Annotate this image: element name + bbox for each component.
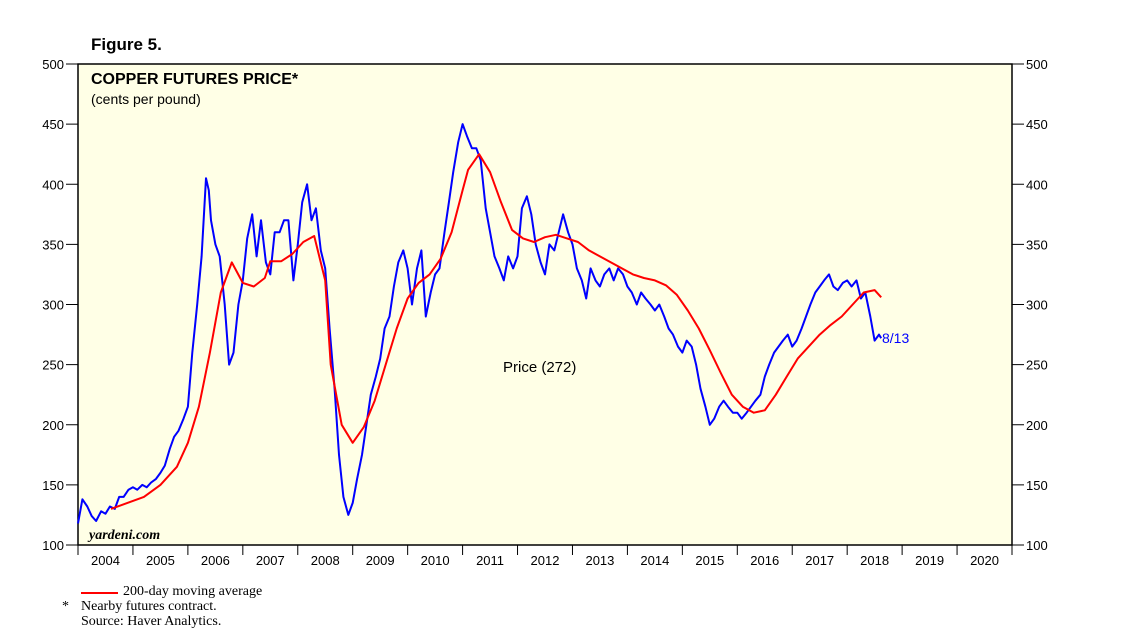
legend-swatch-moving-average (81, 592, 118, 594)
y-tick-label-left: 100 (42, 538, 64, 553)
legend-label: 200-day moving average (123, 584, 263, 599)
x-tick-label: 2005 (146, 553, 175, 568)
figure-label: Figure 5. (91, 35, 162, 54)
y-tick-label-left: 350 (42, 237, 64, 252)
x-tick-label: 2015 (695, 553, 724, 568)
y-tick-label-left: 450 (42, 117, 64, 132)
x-axis: 2004 2005 2006 2007 2008 2009 2010 2011 2012 2013… (77, 545, 1013, 568)
footnote-marker: * (62, 599, 69, 614)
end-date-label: 8/13 (882, 330, 909, 346)
x-tick-label: 2019 (915, 553, 944, 568)
y-tick-label-right: 350 (1026, 237, 1048, 252)
y-tick-label-right: 150 (1026, 478, 1048, 493)
x-tick-label: 2020 (970, 553, 999, 568)
x-tick-label: 2004 (91, 553, 120, 568)
y-axis-left: 100 150 200 250 300 350 400 450 500 (42, 57, 78, 553)
chart-subtitle: (cents per pound) (91, 91, 201, 107)
x-tick-label: 2010 (421, 553, 450, 568)
y-tick-label-right: 500 (1026, 57, 1048, 72)
yardeni-watermark: yardeni.com (87, 528, 160, 543)
y-tick-label-right: 300 (1026, 298, 1048, 313)
chart-title: COPPER FUTURES PRICE* (91, 71, 299, 88)
y-tick-label-left: 150 (42, 478, 64, 493)
y-tick-label-right: 100 (1026, 538, 1048, 553)
moving-average-line (110, 153, 882, 510)
y-tick-label-right: 250 (1026, 358, 1048, 373)
price-annotation: Price (272) (503, 359, 576, 376)
y-tick-label-left: 200 (42, 418, 64, 433)
y-tick-label-left: 500 (42, 57, 64, 72)
x-tick-label: 2009 (366, 553, 395, 568)
x-tick-label: 2012 (531, 553, 560, 568)
x-tick-label: 2016 (750, 553, 779, 568)
source-text: Source: Haver Analytics. (81, 614, 222, 629)
x-tick-label: 2008 (311, 553, 340, 568)
x-tick-label: 2018 (860, 553, 889, 568)
y-tick-label-right: 200 (1026, 418, 1048, 433)
y-tick-label-right: 450 (1026, 117, 1048, 132)
x-tick-label: 2014 (640, 553, 669, 568)
x-tick-label: 2017 (805, 553, 834, 568)
y-tick-label-right: 400 (1026, 177, 1048, 192)
y-axis-right: 100 150 200 250 300 350 400 450 500 (1012, 57, 1048, 553)
x-tick-label: 2013 (585, 553, 614, 568)
x-tick-label: 2006 (201, 553, 230, 568)
footnote-text: Nearby futures contract. (81, 599, 217, 614)
x-tick-label: 2011 (476, 553, 504, 568)
y-tick-label-left: 250 (42, 358, 64, 373)
x-tick-label: 2007 (256, 553, 285, 568)
y-tick-label-left: 400 (42, 177, 64, 192)
y-tick-label-left: 300 (42, 298, 64, 313)
